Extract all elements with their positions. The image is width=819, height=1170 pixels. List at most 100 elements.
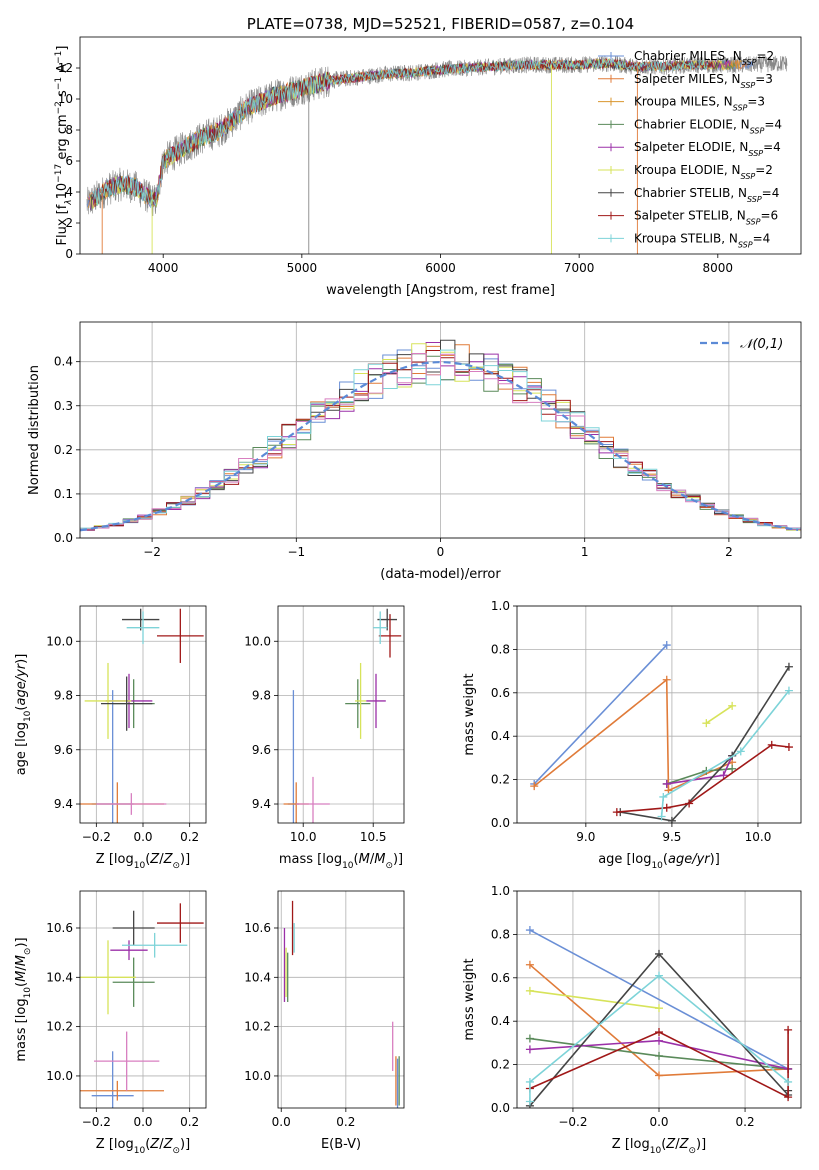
label-part: Z (149, 1137, 160, 1152)
mass-weight-vs-metallicity-panel: −0.2 0.0 0.20.00.20.40.60.81.0Z [log10(Z/Z… (462, 884, 802, 1156)
y-tick-label: 9.8 (54, 689, 73, 703)
chart-title: PLATE=0738, MJD=52521, FIBERID=0587, z=0… (247, 15, 634, 33)
x-tick-label: 6000 (425, 261, 456, 275)
y-tick-label: 9.4 (252, 797, 271, 811)
axes-border (79, 890, 207, 1109)
mass-weight-line (533, 678, 733, 792)
y-tick-label: 0.2 (54, 443, 73, 457)
legend-text: Chabrier MILES, N (634, 49, 742, 63)
legend-text: =3 (755, 72, 773, 86)
label-part: age [ (598, 852, 631, 867)
x-tick-label: −0.2 (558, 1115, 587, 1129)
y-axis-label: Normed distribution (27, 365, 42, 495)
y-tick-label: 0.0 (491, 1101, 510, 1115)
label-part: )] (14, 654, 29, 664)
legend-text: Kroupa STELIB, N (634, 231, 738, 245)
axes-border (277, 890, 405, 1109)
y-tick-label: 0.4 (491, 1014, 510, 1028)
y-tick-label: 10.6 (244, 921, 271, 935)
x-tick-label: 1 (581, 545, 589, 559)
legend-text: =4 (764, 117, 782, 131)
label-part: M (14, 971, 29, 982)
y-tick-label: 9.8 (252, 689, 271, 703)
y-tick-label: 0.0 (491, 816, 510, 830)
y-tick-label: 0.4 (54, 355, 73, 369)
legend-text: Chabrier ELODIE, N (634, 117, 750, 131)
model-spectrum-line (92, 58, 709, 209)
legend-text: =4 (753, 231, 771, 245)
axes-border (79, 605, 207, 824)
x-tick-label: 10.0 (745, 830, 772, 844)
legend-text: Chabrier STELIB, N (634, 186, 747, 200)
mass-weight-line (533, 644, 668, 785)
x-tick-label: −1 (287, 545, 305, 559)
y-tick-label: 4 (65, 185, 73, 199)
y-tick-label: 10.4 (46, 970, 73, 984)
grid-lines (278, 606, 404, 823)
mass-weight-point (655, 1036, 663, 1045)
y-tick-label: 0.0 (54, 531, 73, 545)
plot-area (283, 608, 402, 823)
axes-frame: −2 −1 0 1 2 0.0 0.1 0.2 0.3 0.4 (54, 321, 802, 559)
axes-frame: −0.2 0.0 0.2 0.0 0.2 0.4 0.6 0.8 1.0 (491, 884, 802, 1129)
x-tick-label: −0.2 (82, 830, 111, 844)
y-axis-label: mass weight (462, 673, 477, 755)
label-part: erg cm (55, 114, 70, 163)
legend-text: =4 (762, 186, 780, 200)
mass-weight-point (655, 971, 663, 980)
label-part: 10 (650, 1146, 662, 1156)
axes-frame: 4000 5000 6000 7000 8000 0 2 4 6 8 10 12 (58, 36, 802, 275)
x-tick-label: −2 (143, 545, 161, 559)
legend-text: =2 (756, 49, 774, 63)
label-part: 10 (23, 987, 33, 999)
y-tick-label: 10 (58, 92, 73, 106)
y-tick-label: 9.4 (54, 797, 73, 811)
y-tick-label: 0.6 (491, 971, 510, 985)
mass-weight-point (655, 1028, 663, 1037)
mass-weight-point (662, 803, 671, 812)
x-axis-label: (data-model)/error (380, 567, 501, 582)
x-tick-label: 0.2 (736, 1115, 755, 1129)
label-part: 10 (23, 710, 33, 722)
mass-weight-point (719, 771, 728, 780)
mass-weight-point (702, 719, 711, 728)
label-part: 10 (55, 183, 70, 200)
axes-frame: 0.0 0.2 10.0 10.2 10.4 10.6 (244, 890, 405, 1129)
x-tick-label: 0 (437, 545, 445, 559)
mass-weight-point (525, 926, 534, 935)
label-part: M (359, 852, 370, 867)
y-tick-label: 10.0 (244, 634, 271, 648)
x-tick-label: 8000 (703, 261, 734, 275)
mass-weight-point (530, 782, 539, 791)
mass-weight-point (784, 1077, 793, 1086)
legend-subscript: SSP (750, 126, 765, 135)
mass-weight-point (525, 1077, 534, 1086)
y-tick-label: 1.0 (491, 599, 510, 613)
y-tick-label: 9.6 (252, 743, 271, 757)
mass-weight-point (659, 792, 668, 801)
x-tick-label: 9.5 (662, 830, 681, 844)
legend-text: Kroupa ELODIE, N (634, 163, 741, 177)
y-tick-label: 0.1 (54, 487, 73, 501)
label-part: ( (354, 852, 359, 867)
axes-border (79, 36, 802, 255)
mass-weight-point (657, 812, 666, 821)
mass-weight-point (736, 747, 745, 756)
y-axis-label: mass [log10(M/M⊙)] (14, 937, 33, 1061)
y-tick-label: 6 (65, 154, 73, 168)
mass-weight-point (655, 1004, 663, 1013)
label-part: / (159, 1137, 164, 1152)
label-part: Z (149, 852, 160, 867)
label-part: Z (163, 852, 174, 867)
label-part: )] (696, 1137, 706, 1152)
mass-weight-line (660, 690, 790, 817)
legend-label: Chabrier ELODIE, NSSP=4 (634, 117, 782, 135)
label-part: ( (661, 1137, 666, 1152)
x-axis-label: Z [log10(Z/Z⊙)] (96, 852, 190, 871)
legend-label: 𝒩(0,1) (740, 337, 783, 352)
mass-weight-vs-age-panel: 9.0 9.5 10.0 0.0 0.2 0.4 0.6 0.8 1.0 age [log10(a… (462, 599, 802, 871)
legend-subscript: SSP (748, 149, 763, 158)
label-part: age [ (14, 742, 29, 775)
legend-text: Kroupa MILES, N (634, 95, 733, 109)
